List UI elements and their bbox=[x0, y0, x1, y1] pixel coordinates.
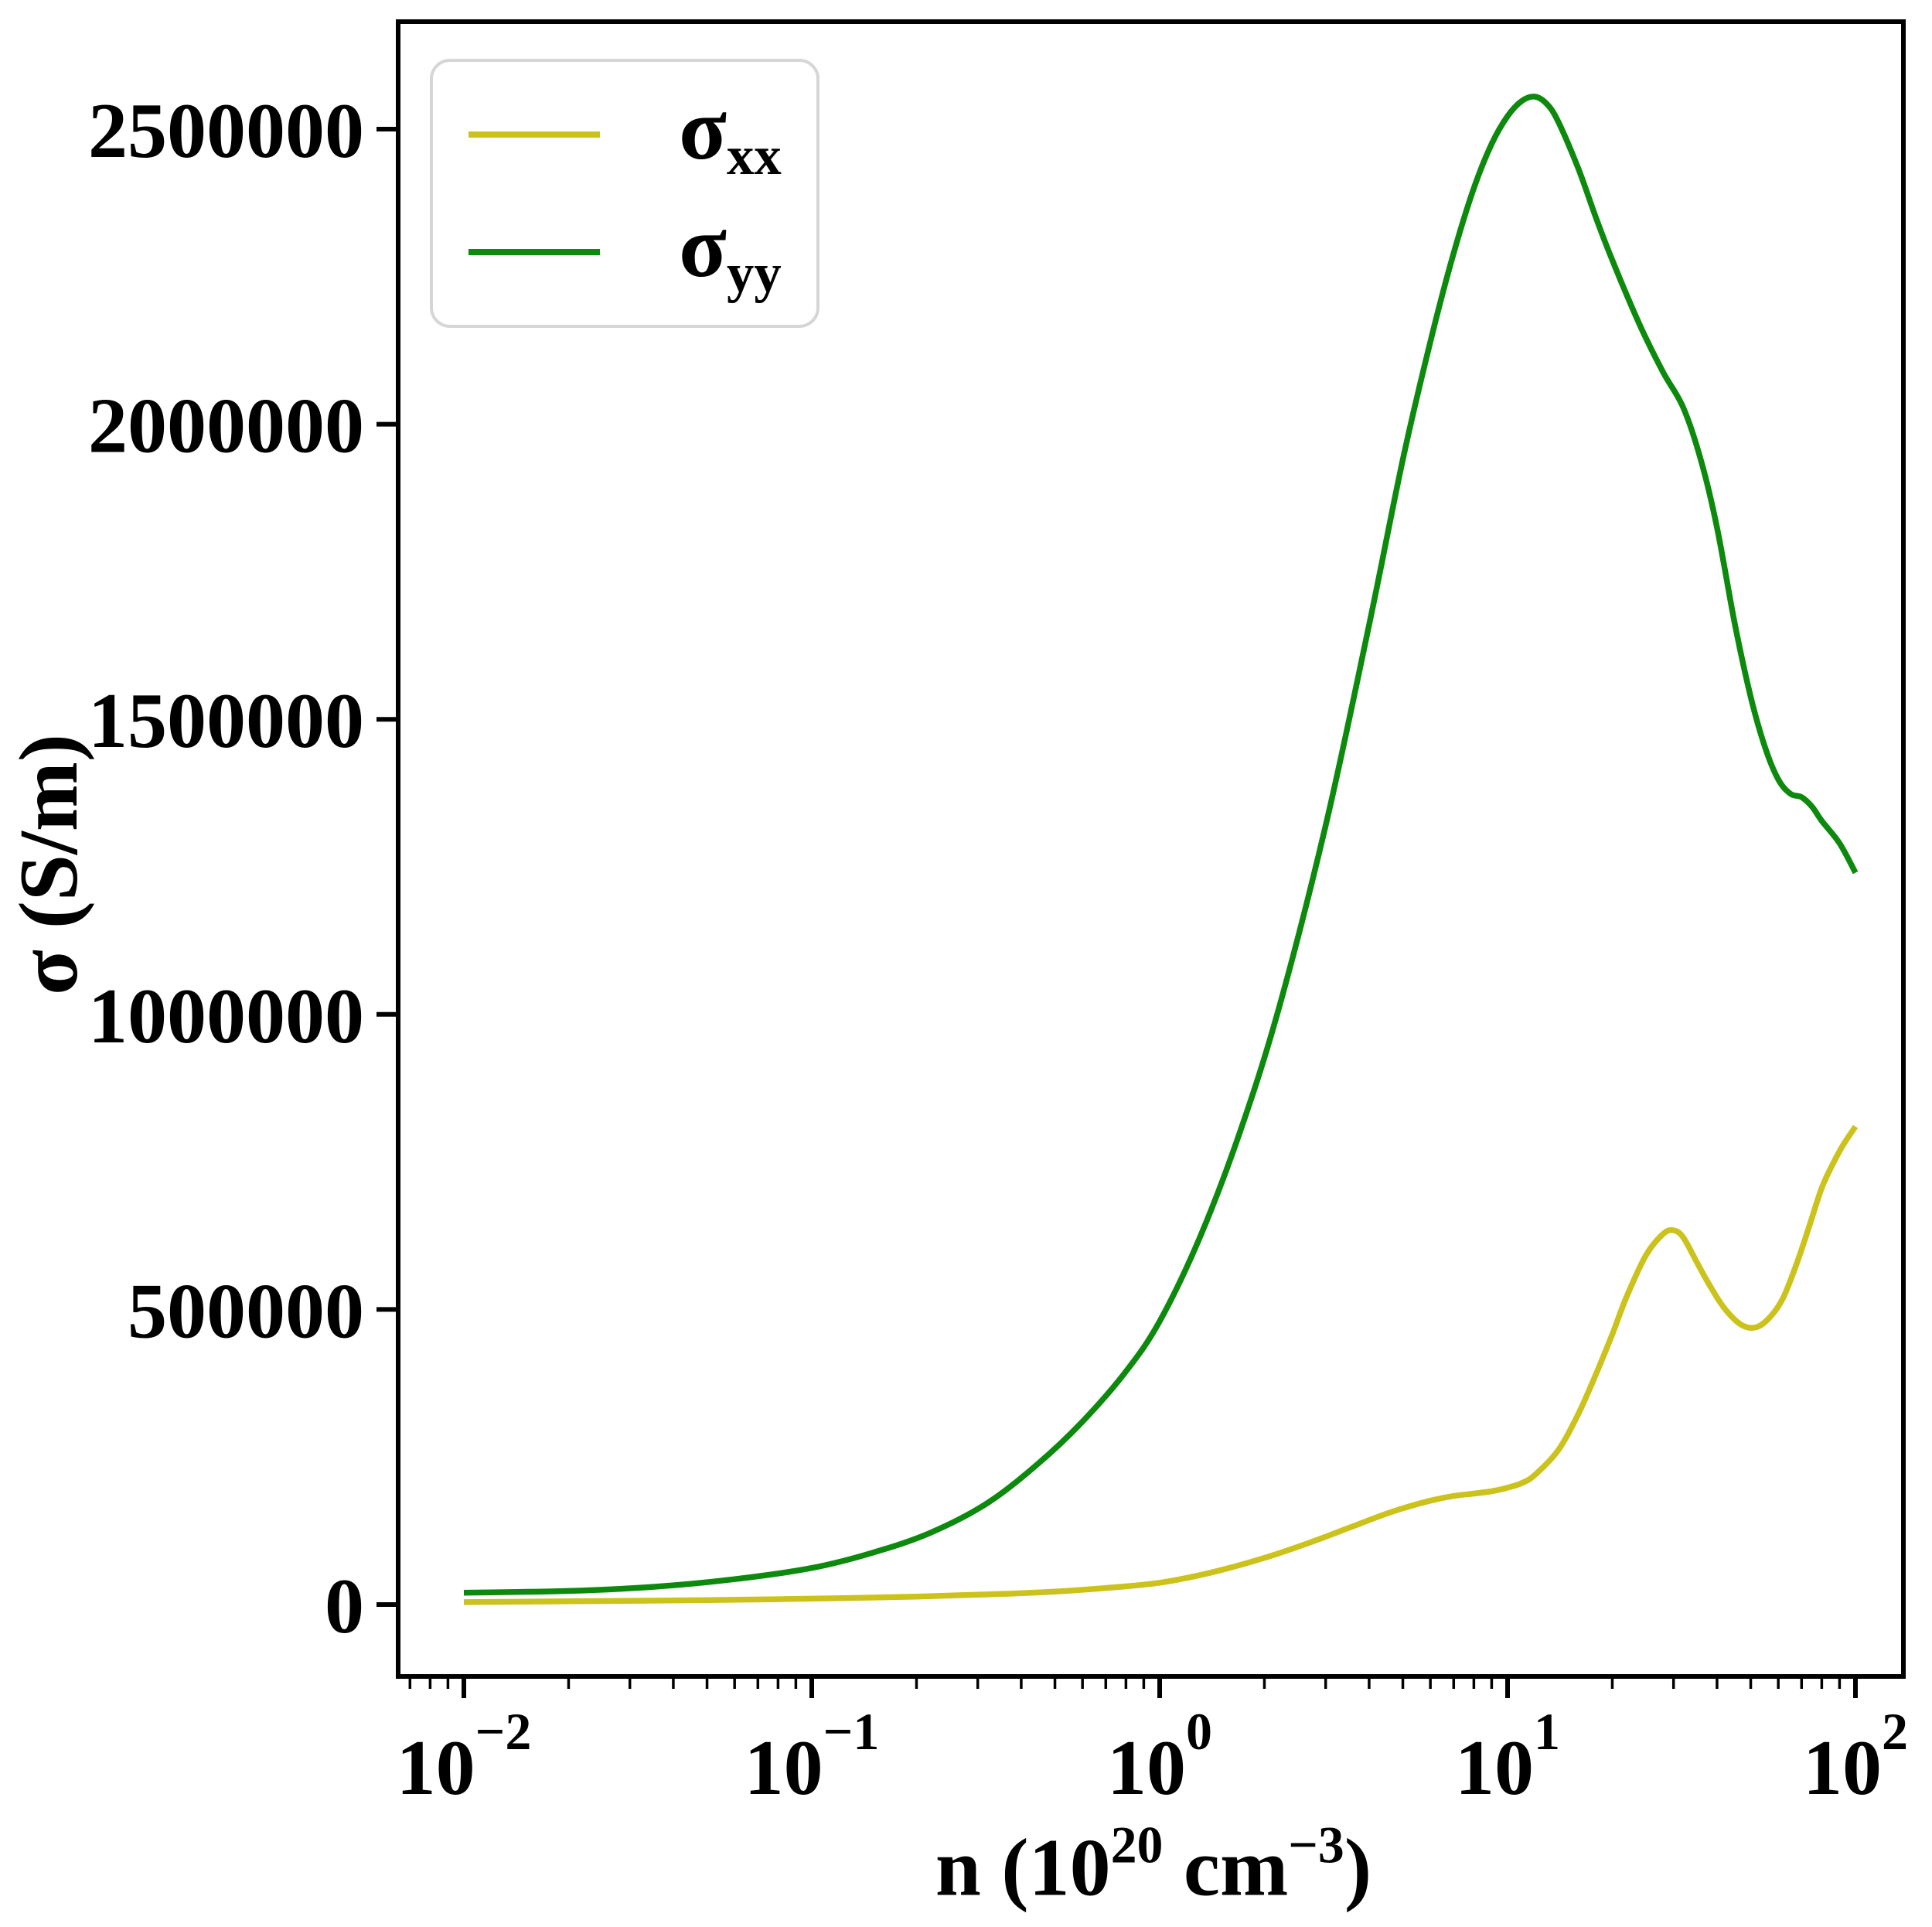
legend-label-sigma-xx-sub: xx bbox=[727, 126, 782, 187]
x-axis-label-part2: cm bbox=[1163, 1822, 1289, 1913]
x-axis-label-exp1: 20 bbox=[1110, 1816, 1164, 1874]
y-tick-label: 2000000 bbox=[88, 383, 364, 470]
plot-spines bbox=[396, 19, 1906, 1679]
legend: σxx σyy bbox=[430, 59, 819, 328]
legend-item-sigma-xx: σxx bbox=[433, 85, 816, 183]
y-axis-label-text: σ (S/m) bbox=[3, 734, 95, 995]
legend-label-sigma-yy-sub: yy bbox=[727, 244, 782, 305]
x-axis-label-part1: n (10 bbox=[935, 1822, 1111, 1913]
legend-label-sigma-xx-base: σ bbox=[679, 80, 727, 179]
x-axis-label-part3: ) bbox=[1344, 1822, 1372, 1913]
y-tick-label: 1500000 bbox=[88, 677, 364, 765]
y-tick-label: 500000 bbox=[128, 1267, 364, 1355]
x-tick-label: 101 bbox=[1455, 1702, 1560, 1812]
legend-line-sigma-yy bbox=[469, 249, 600, 255]
x-axis-label: n (1020 cm−3) bbox=[935, 1815, 1371, 1915]
x-tick-label: 100 bbox=[1107, 1702, 1212, 1812]
y-tick-label: 0 bbox=[325, 1563, 364, 1650]
x-tick-label: 102 bbox=[1803, 1702, 1908, 1812]
legend-line-sigma-xx bbox=[469, 131, 600, 138]
x-tick-label: 10−2 bbox=[397, 1702, 532, 1812]
x-tick-label: 10−1 bbox=[745, 1702, 880, 1812]
x-axis-label-exp2: −3 bbox=[1288, 1816, 1344, 1874]
legend-label-sigma-yy: σyy bbox=[679, 203, 782, 305]
y-tick-label: 2500000 bbox=[88, 87, 364, 175]
curve-sigma_xx bbox=[463, 1124, 1859, 1605]
curve-sigma_yy bbox=[463, 94, 1859, 1596]
legend-label-sigma-yy-base: σ bbox=[679, 197, 727, 296]
legend-label-sigma-xx: σxx bbox=[679, 85, 782, 187]
y-axis-label: σ (S/m) bbox=[2, 734, 97, 995]
y-tick-label: 1000000 bbox=[88, 973, 364, 1060]
legend-item-sigma-yy: σyy bbox=[433, 203, 816, 301]
